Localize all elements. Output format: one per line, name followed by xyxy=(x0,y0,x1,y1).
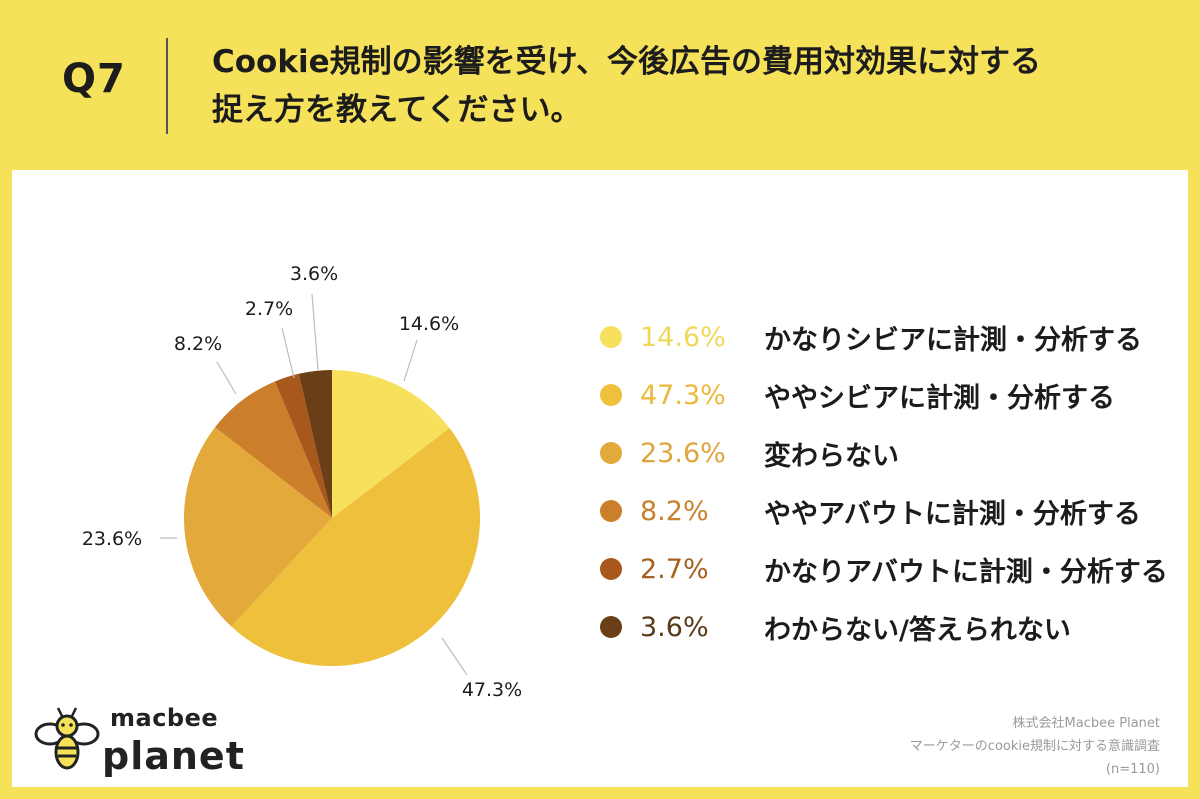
question-line-2: 捉え方を教えてください。 xyxy=(212,92,582,128)
pie-leader-line-1 xyxy=(441,637,468,676)
pie-slice-2 xyxy=(184,427,332,627)
logo-text-top: macbee xyxy=(110,704,219,732)
legend-label: ややシビアに計測・分析する xyxy=(764,382,1115,414)
legend-label: かなりアバウトに計測・分析する xyxy=(764,556,1168,588)
pie-chart: 14.6% 47.3% 23.6% 8.2% 2.7% 3.6% xyxy=(82,263,522,701)
pie-value-label-0: 14.6% xyxy=(399,313,459,335)
question-header: Q7 Cookie規制の影響を受け、今後広告の費用対効果に対する 捉え方を教えて… xyxy=(0,0,1200,170)
legend-swatch xyxy=(600,500,622,522)
source-sample-size: (n=110) xyxy=(1105,762,1160,777)
logo-text-bottom: planet xyxy=(102,734,245,778)
legend-percent: 47.3% xyxy=(640,379,726,411)
legend-item-0: 14.6% かなりシビアに計測・分析する xyxy=(600,317,1142,357)
legend-label: かなりシビアに計測・分析する xyxy=(764,324,1142,356)
pie-slice-3 xyxy=(215,381,332,518)
legend-label: ややアバウトに計測・分析する xyxy=(764,498,1141,530)
pie-value-label-1: 47.3% xyxy=(462,679,522,701)
legend-item-4: 2.7% かなりアバウトに計測・分析する xyxy=(600,549,1168,589)
pie-leader-line-3 xyxy=(216,361,237,395)
question-text: Cookie規制の影響を受け、今後広告の費用対効果に対する 捉え方を教えてくださ… xyxy=(212,38,1172,134)
legend-item-2: 23.6% 変わらない xyxy=(600,433,899,473)
pie-value-label-5: 3.6% xyxy=(290,263,338,285)
pie-slice-1 xyxy=(231,428,481,666)
legend-swatch xyxy=(600,616,622,638)
chart-panel: 14.6% 47.3% 23.6% 8.2% 2.7% 3.6% 14.6% かなりシビアに… xyxy=(12,170,1188,787)
pie-value-label-4: 2.7% xyxy=(245,298,293,320)
question-number: Q7 xyxy=(62,56,126,102)
legend-swatch xyxy=(600,558,622,580)
pie-slice-5 xyxy=(298,370,332,518)
legend-percent: 23.6% xyxy=(640,437,726,469)
legend-label: 変わらない xyxy=(764,440,899,472)
source-company: 株式会社Macbee Planet xyxy=(1012,716,1160,731)
legend-item-5: 3.6% わからない/答えられない xyxy=(600,607,1071,647)
legend-percent: 3.6% xyxy=(640,611,709,643)
legend-item-1: 47.3% ややシビアに計測・分析する xyxy=(600,375,1115,415)
legend-item-3: 8.2% ややアバウトに計測・分析する xyxy=(600,491,1141,531)
pie-value-label-2: 23.6% xyxy=(82,528,142,550)
legend-label: わからない/答えられない xyxy=(764,614,1071,646)
header-divider xyxy=(166,38,168,134)
pie-slice-4 xyxy=(274,373,332,518)
pie-value-label-3: 8.2% xyxy=(174,333,222,355)
bee-icon xyxy=(34,707,100,770)
pie-leader-line-5 xyxy=(311,293,319,371)
source-note: 株式会社Macbee Planet マーケターのcookie規制に対する意識調査… xyxy=(910,712,1160,781)
question-line-1: Cookie規制の影響を受け、今後広告の費用対効果に対する xyxy=(212,44,1042,80)
legend-swatch xyxy=(600,442,622,464)
legend-swatch xyxy=(600,384,622,406)
legend-percent: 14.6% xyxy=(640,321,726,353)
legend-percent: 8.2% xyxy=(640,495,709,527)
macbee-planet-logo: macbee planet xyxy=(32,700,252,780)
pie-leader-line-4 xyxy=(281,327,295,379)
legend-percent: 2.7% xyxy=(640,553,709,585)
pie-leader-line-0 xyxy=(403,339,418,382)
legend-swatch xyxy=(600,326,622,348)
source-survey: マーケターのcookie規制に対する意識調査 xyxy=(909,739,1160,754)
pie-slice-0 xyxy=(332,370,450,518)
